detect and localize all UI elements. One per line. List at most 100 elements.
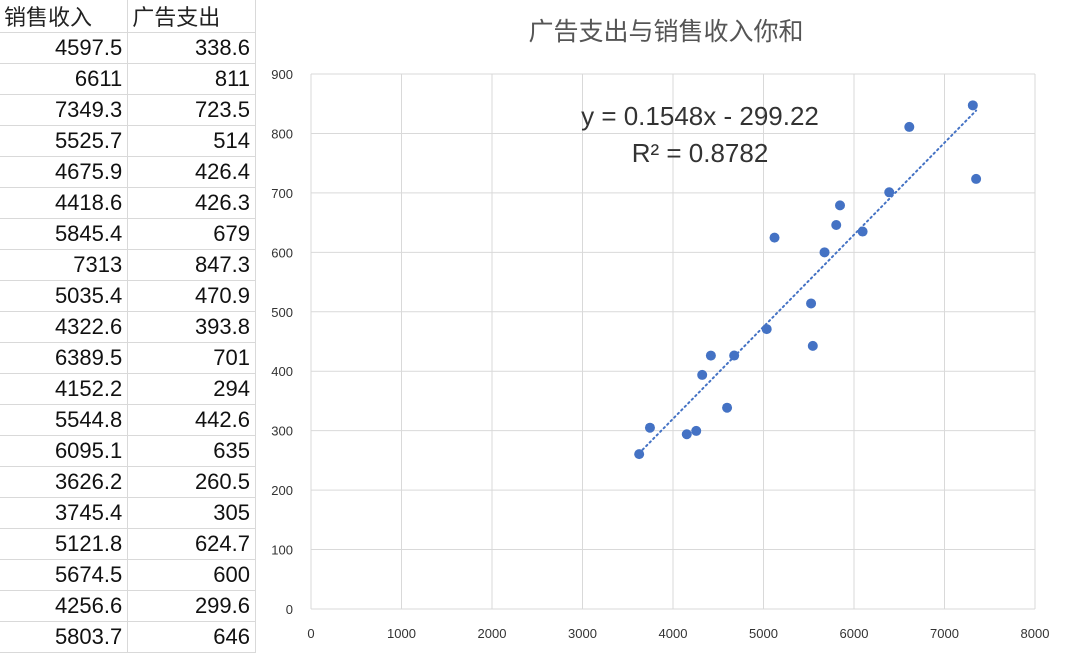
x-tick-label: 6000	[840, 626, 869, 641]
cell-sales[interactable]: 4152.2	[0, 373, 129, 405]
cell-ad-spend[interactable]: 811	[127, 63, 256, 95]
data-point[interactable]	[644, 422, 655, 433]
cell-sales[interactable]: 6611	[0, 63, 129, 95]
x-tick-label: 2000	[478, 626, 507, 641]
y-tick-label: 800	[271, 126, 293, 141]
data-point[interactable]	[967, 100, 978, 111]
data-point[interactable]	[971, 173, 982, 184]
data-point[interactable]	[761, 324, 772, 335]
cell-ad-spend[interactable]: 305	[127, 497, 256, 529]
data-point[interactable]	[835, 200, 846, 211]
cell-ad-spend[interactable]: 294	[127, 373, 256, 405]
cell-sales[interactable]: 3745.4	[0, 497, 129, 529]
data-points	[634, 100, 982, 460]
cell-ad-spend[interactable]: 701	[127, 342, 256, 374]
table-row: 5845.4 679	[0, 218, 256, 250]
y-tick-label: 600	[271, 245, 293, 260]
cell-ad-spend[interactable]: 679	[127, 218, 256, 250]
cell-ad-spend[interactable]: 847.3	[127, 249, 256, 281]
cell-sales[interactable]: 5544.8	[0, 404, 129, 436]
data-point[interactable]	[904, 121, 915, 132]
cell-sales[interactable]: 6389.5	[0, 342, 129, 374]
cell-sales[interactable]: 4256.6	[0, 590, 129, 622]
cell-sales[interactable]: 7349.3	[0, 94, 129, 126]
cell-ad-spend[interactable]: 338.6	[127, 32, 256, 64]
x-tick-label: 0	[307, 626, 314, 641]
gridlines	[310, 73, 1036, 610]
cell-sales[interactable]: 5035.4	[0, 280, 129, 312]
chart-canvas: 广告支出与销售收入你和 0 1000 2000 3000 4000 5000 6000 700…	[271, 18, 1049, 641]
table-row: 5544.8 442.6	[0, 404, 256, 436]
data-point[interactable]	[806, 298, 817, 309]
cell-ad-spend[interactable]: 393.8	[127, 311, 256, 343]
cell-sales[interactable]: 4322.6	[0, 311, 129, 343]
cell-ad-spend[interactable]: 299.6	[127, 590, 256, 622]
table-row: 4418.6 426.3	[0, 187, 256, 219]
trendline	[638, 109, 978, 455]
cell-sales[interactable]: 5525.7	[0, 125, 129, 157]
x-tick-label: 4000	[659, 626, 688, 641]
y-tick-label: 300	[271, 424, 293, 439]
table-row: 4597.5 338.6	[0, 32, 256, 64]
chart-title: 广告支出与销售收入你和	[528, 18, 803, 46]
cell-sales[interactable]: 5674.5	[0, 559, 129, 591]
table-row: 6611 811	[0, 63, 256, 95]
cell-sales[interactable]: 6095.1	[0, 435, 129, 467]
data-point[interactable]	[769, 232, 780, 243]
data-point[interactable]	[857, 226, 868, 237]
x-tick-label: 7000	[930, 626, 959, 641]
spreadsheet-table: 销售收入 广告支出 4597.5 338.6 6611 811 7349.3 723.5 5…	[0, 0, 256, 653]
y-tick-label: 700	[271, 186, 293, 201]
data-point[interactable]	[681, 429, 692, 440]
cell-ad-spend[interactable]: 624.7	[127, 528, 256, 560]
x-tick-label: 8000	[1021, 626, 1050, 641]
data-point[interactable]	[722, 402, 733, 413]
table-row: 5121.8 624.7	[0, 528, 256, 560]
cell-ad-spend[interactable]: 635	[127, 435, 256, 467]
cell-ad-spend[interactable]: 260.5	[127, 466, 256, 498]
y-tick-label: 400	[271, 364, 293, 379]
table-row: 5674.5 600	[0, 559, 256, 591]
data-point[interactable]	[634, 449, 645, 460]
cell-ad-spend[interactable]: 723.5	[127, 94, 256, 126]
cell-ad-spend[interactable]: 426.4	[127, 156, 256, 188]
cell-sales[interactable]: 3626.2	[0, 466, 129, 498]
cell-ad-spend[interactable]: 646	[127, 621, 256, 653]
cell-sales[interactable]: 4418.6	[0, 187, 129, 219]
y-tick-label: 100	[271, 543, 293, 558]
cell-ad-spend[interactable]: 442.6	[127, 404, 256, 436]
y-tick-label: 900	[271, 67, 293, 82]
cell-ad-spend[interactable]: 514	[127, 125, 256, 157]
data-point[interactable]	[705, 350, 716, 361]
data-point[interactable]	[697, 369, 708, 380]
y-tick-label: 200	[271, 483, 293, 498]
cell-sales[interactable]: 4597.5	[0, 32, 129, 64]
cell-sales[interactable]: 5121.8	[0, 528, 129, 560]
cell-sales[interactable]: 5803.7	[0, 621, 129, 653]
table-row: 4256.6 299.6	[0, 590, 256, 622]
data-point[interactable]	[831, 219, 842, 230]
y-tick-label: 500	[271, 305, 293, 320]
data-point[interactable]	[691, 425, 702, 436]
scatter-chart[interactable]: 广告支出与销售收入你和 0 1000 2000 3000 4000 5000 6000 700…	[258, 0, 1065, 653]
data-point[interactable]	[807, 340, 818, 351]
table-row: 6389.5 701	[0, 342, 256, 374]
cell-sales[interactable]: 4675.9	[0, 156, 129, 188]
cell-sales[interactable]: 7313	[0, 249, 129, 281]
y-tick-label: 0	[286, 602, 293, 617]
cell-ad-spend[interactable]: 600	[127, 559, 256, 591]
column-header-sales[interactable]: 销售收入	[0, 0, 129, 33]
r-squared-label: R² = 0.8782	[632, 138, 769, 168]
table-row: 5803.7 646	[0, 621, 256, 653]
data-point[interactable]	[729, 350, 740, 361]
axis-tick-labels: 0 1000 2000 3000 4000 5000 6000 7000 8000 0 100 200…	[271, 67, 1049, 641]
cell-ad-spend[interactable]: 470.9	[127, 280, 256, 312]
data-point[interactable]	[884, 187, 895, 198]
table-row: 4152.2 294	[0, 373, 256, 405]
cell-sales[interactable]: 5845.4	[0, 218, 129, 250]
cell-ad-spend[interactable]: 426.3	[127, 187, 256, 219]
table-row: 3745.4 305	[0, 497, 256, 529]
column-header-ad-spend[interactable]: 广告支出	[127, 0, 256, 33]
data-point[interactable]	[819, 247, 830, 258]
table-row: 4322.6 393.8	[0, 311, 256, 343]
